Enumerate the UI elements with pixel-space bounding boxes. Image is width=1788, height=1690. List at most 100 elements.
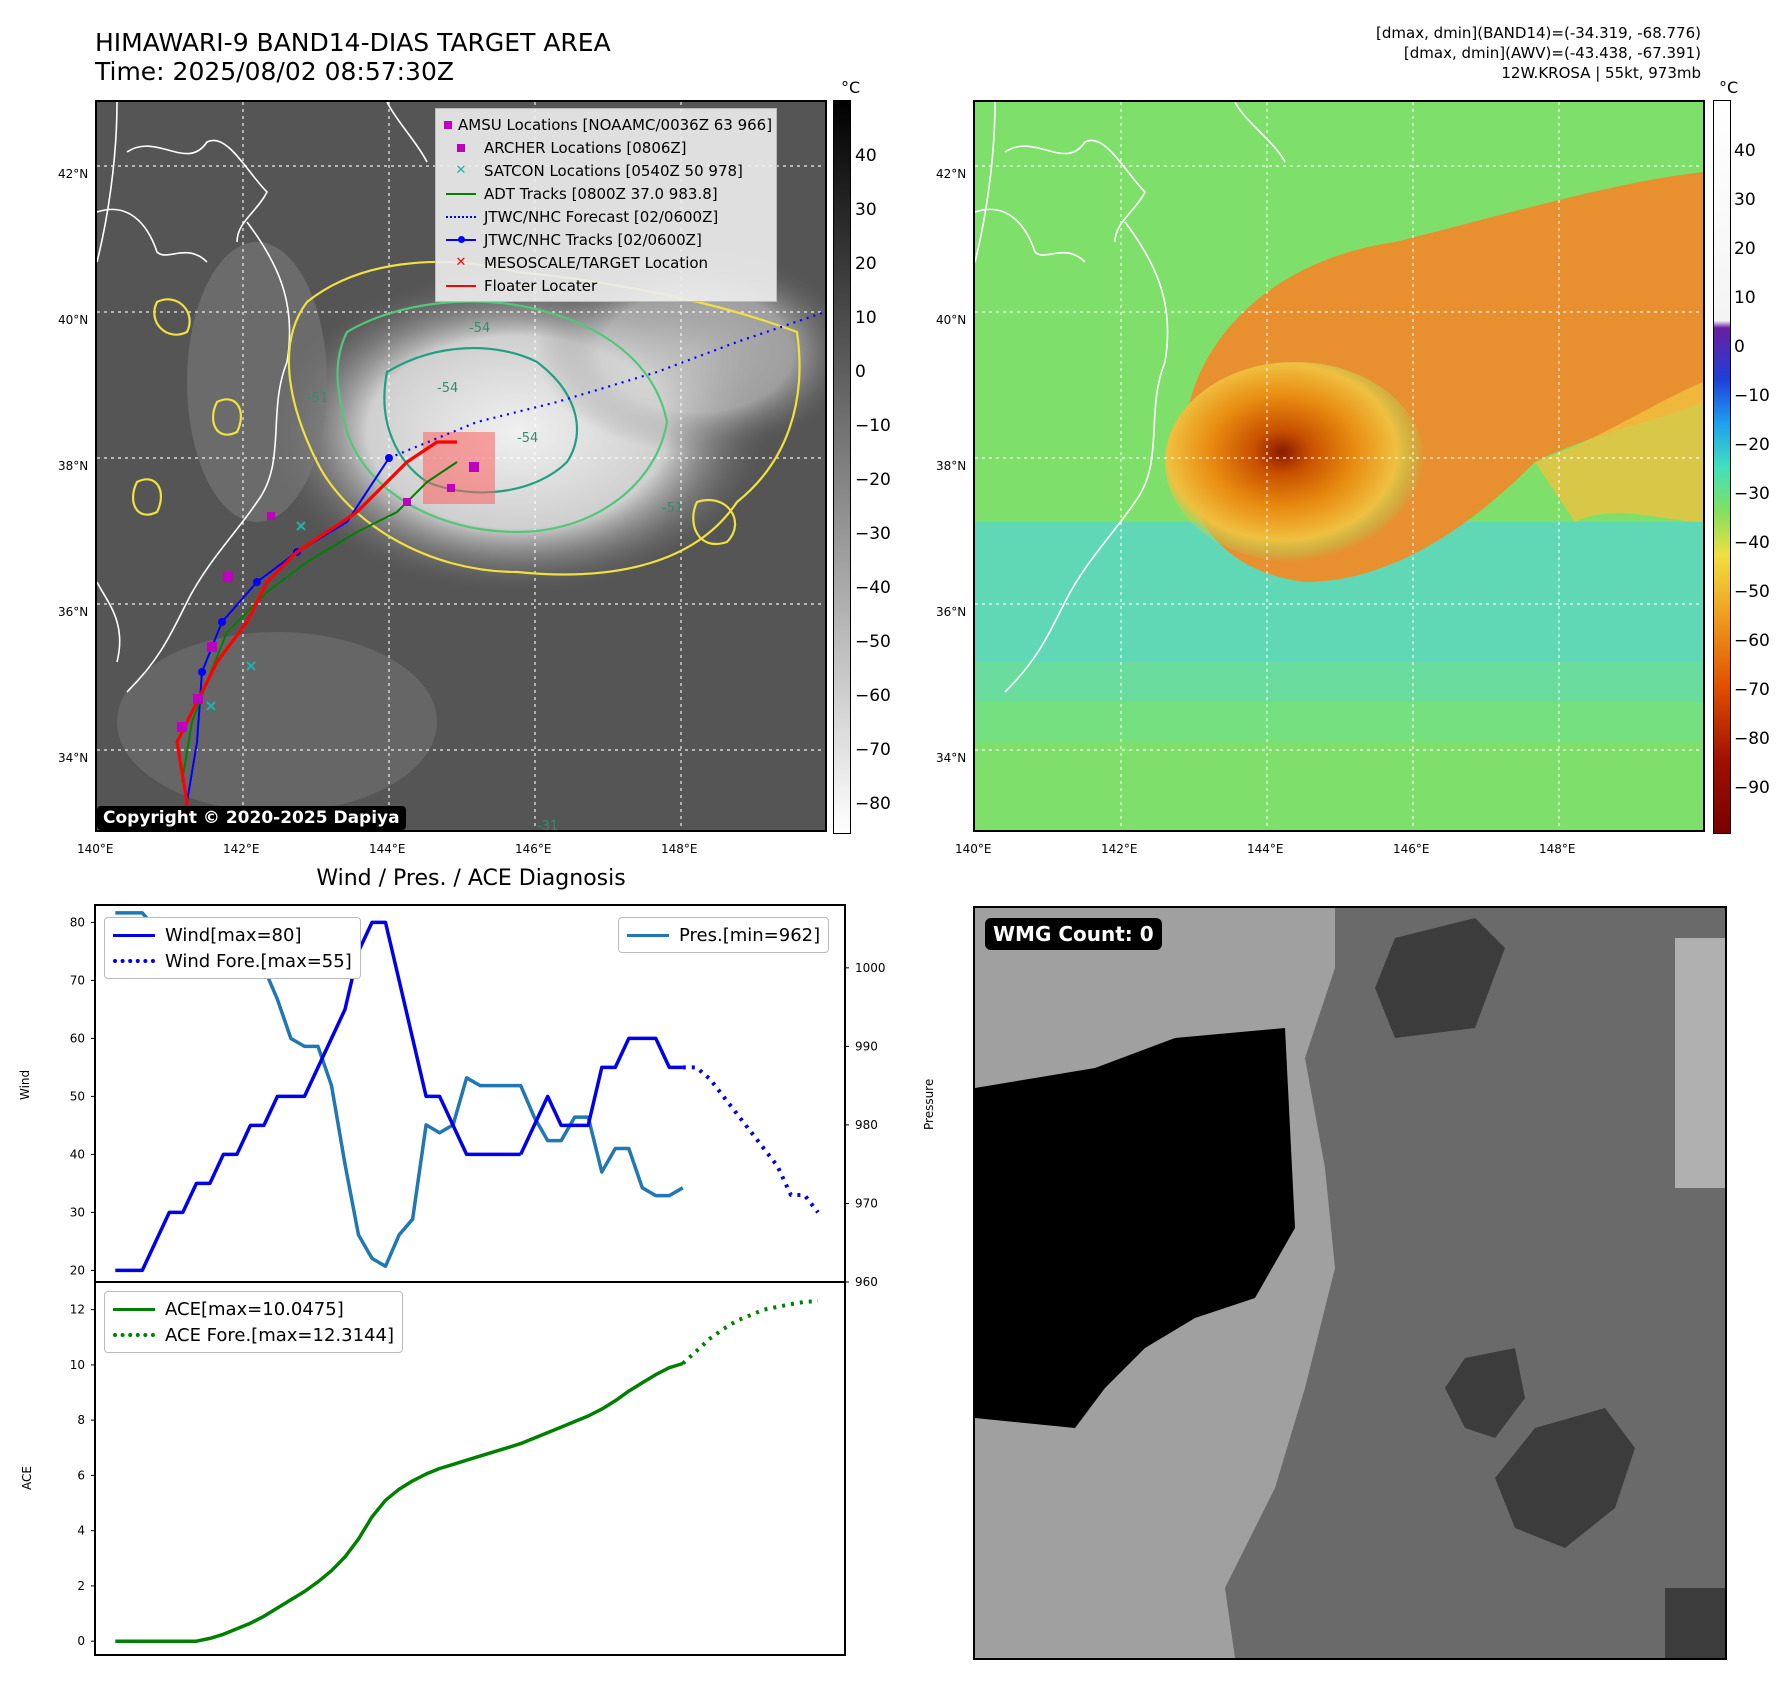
lon-tick: 148°E [1539,842,1576,856]
meta-line2: [dmax, dmin](AWV)=(-43.438, -67.391) [1403,44,1701,62]
wind-tick-label: 20 [70,1263,85,1277]
wind-tick-label: 30 [70,1205,85,1219]
gray-colorbar-tick: −70 [855,740,891,760]
lon-tick: 142°E [223,842,260,856]
legend-item-wind: Wind[max=80] [113,922,352,948]
legend-label: Wind Fore.[max=55] [165,950,352,972]
coastline [975,102,1286,693]
gray-colorbar-tick: −40 [855,578,891,598]
amsu-archer-points [177,462,479,732]
color-colorbar-tick: −50 [1734,582,1770,602]
lon-tick: 146°E [1393,842,1430,856]
color-colorbar-tick: −20 [1734,435,1770,455]
contour-label: -54 [437,381,458,396]
lat-tick: 42°N [936,167,967,181]
gray-colorbar-tick: 20 [855,254,877,274]
x-marker-icon: ✕ [455,163,467,178]
color-colorbar-tick: 20 [1734,239,1756,259]
legend-label: JTWC/NHC Tracks [02/0600Z] [484,230,702,249]
lon-tick: 142°E [1101,842,1138,856]
meta-line1: [dmax, dmin](BAND14)=(-34.319, -68.776) [1376,24,1701,42]
lon-tick: 144°E [369,842,406,856]
x-marker-icon: ✕ [455,255,467,270]
color-map-panel [973,100,1705,832]
ace-tick-label: 4 [77,1524,85,1538]
contour-label: -31 [537,819,558,830]
lon-tick: 140°E [77,842,114,856]
ace-axis-label: ACE [20,1466,34,1490]
gray-colorbar-tick: −30 [855,524,891,544]
pressure-legend: Pres.[min=962] [618,917,830,953]
legend-item-archer: ARCHER Locations [0806Z] [444,136,768,159]
color-colorbar-tick: 30 [1734,190,1756,210]
gray-colorbar-tick: −50 [855,632,891,652]
map-grid [975,102,1703,830]
dotted-line-icon [446,215,476,218]
color-colorbar-tick: −40 [1734,533,1770,553]
square-marker-icon [444,120,452,129]
gray-colorbar-tick: 10 [855,308,877,328]
legend-item-wind-forecast: Wind Fore.[max=55] [113,948,352,974]
jtwc-track [186,457,390,803]
contour-labels: -54 -54 -51 -51 -31 -54 [307,321,683,830]
lat-tick: 40°N [936,313,967,327]
legend-item-satcon: ✕ SATCON Locations [0540Z 50 978] [444,159,768,182]
legend-item-pressure: Pres.[min=962] [627,922,820,948]
color-colorbar-tick: −60 [1734,631,1770,651]
line-marker-icon [627,933,669,937]
storm-core [1165,362,1425,562]
legend-item-amsu: AMSU Locations [NOAAMC/0036Z 63 966] [444,113,772,136]
main-title-line1: HIMAWARI-9 BAND14-DIAS TARGET AREA [95,28,611,57]
color-colorbar-tick: −70 [1734,680,1770,700]
ace-tick-label: 0 [77,1634,85,1648]
lon-tick: 146°E [515,842,552,856]
wmg-panel: WMG Count: 0 [973,906,1727,1660]
wind-tick-label: 80 [70,915,85,929]
legend-label: Pres.[min=962] [679,924,821,946]
wind-axis-label: Wind [18,1069,32,1100]
lon-tick: 140°E [955,842,992,856]
color-colorbar-unit: °C [1719,78,1739,97]
color-colorbar-tick: −80 [1734,729,1770,749]
pressure-tick-label: 960 [855,1275,878,1289]
lon-tick: 144°E [1247,842,1284,856]
legend-label: Wind[max=80] [165,924,302,946]
ace-forecast-series-line [681,1299,819,1365]
color-colorbar-tick: 40 [1734,141,1756,161]
color-colorbar-tick: 10 [1734,288,1756,308]
line-marker-icon [113,933,155,937]
satcon-points [206,521,306,711]
wmg-region-black [975,1028,1295,1428]
pressure-axis-label: Pressure [922,1078,936,1130]
legend-item-ace-forecast: ACE Fore.[max=12.3144] [113,1322,394,1348]
pressure-tick-label: 990 [855,1039,878,1053]
wind-tick-label: 60 [70,1031,85,1045]
pressure-tick-label: 980 [855,1118,878,1132]
lat-tick: 42°N [58,167,89,181]
gray-colorbar-tick: −60 [855,686,891,706]
color-colorbar-tick: 0 [1734,337,1745,357]
contour-label: -54 [469,321,490,336]
legend-label: JTWC/NHC Forecast [02/0600Z] [484,207,719,226]
wind-tick-label: 70 [70,973,85,987]
line-dot-icon [457,236,465,243]
ace-tick-label: 2 [77,1579,85,1593]
ace-tick-label: 6 [77,1468,85,1482]
legend-item-adt: ADT Tracks [0800Z 37.0 983.8] [444,182,768,205]
contour-label: -51 [307,391,328,406]
ace-frame [94,1281,846,1656]
color-colorbar-tick: −10 [1734,386,1770,406]
contour-label: -54 [517,431,538,446]
legend-label: Floater Locater [484,276,598,295]
gray-colorbar-tick: 0 [855,362,866,382]
legend-label: SATCON Locations [0540Z 50 978] [484,161,743,180]
lat-tick: 40°N [58,313,89,327]
gray-colorbar-unit: °C [841,78,861,97]
wmg-count-badge: WMG Count: 0 [985,918,1162,950]
lat-tick: 34°N [58,751,89,765]
coastline [97,102,428,693]
wind-legend: Wind[max=80] Wind Fore.[max=55] [104,917,361,979]
gray-colorbar-tick: −10 [855,416,891,436]
lat-tick: 38°N [58,459,89,473]
